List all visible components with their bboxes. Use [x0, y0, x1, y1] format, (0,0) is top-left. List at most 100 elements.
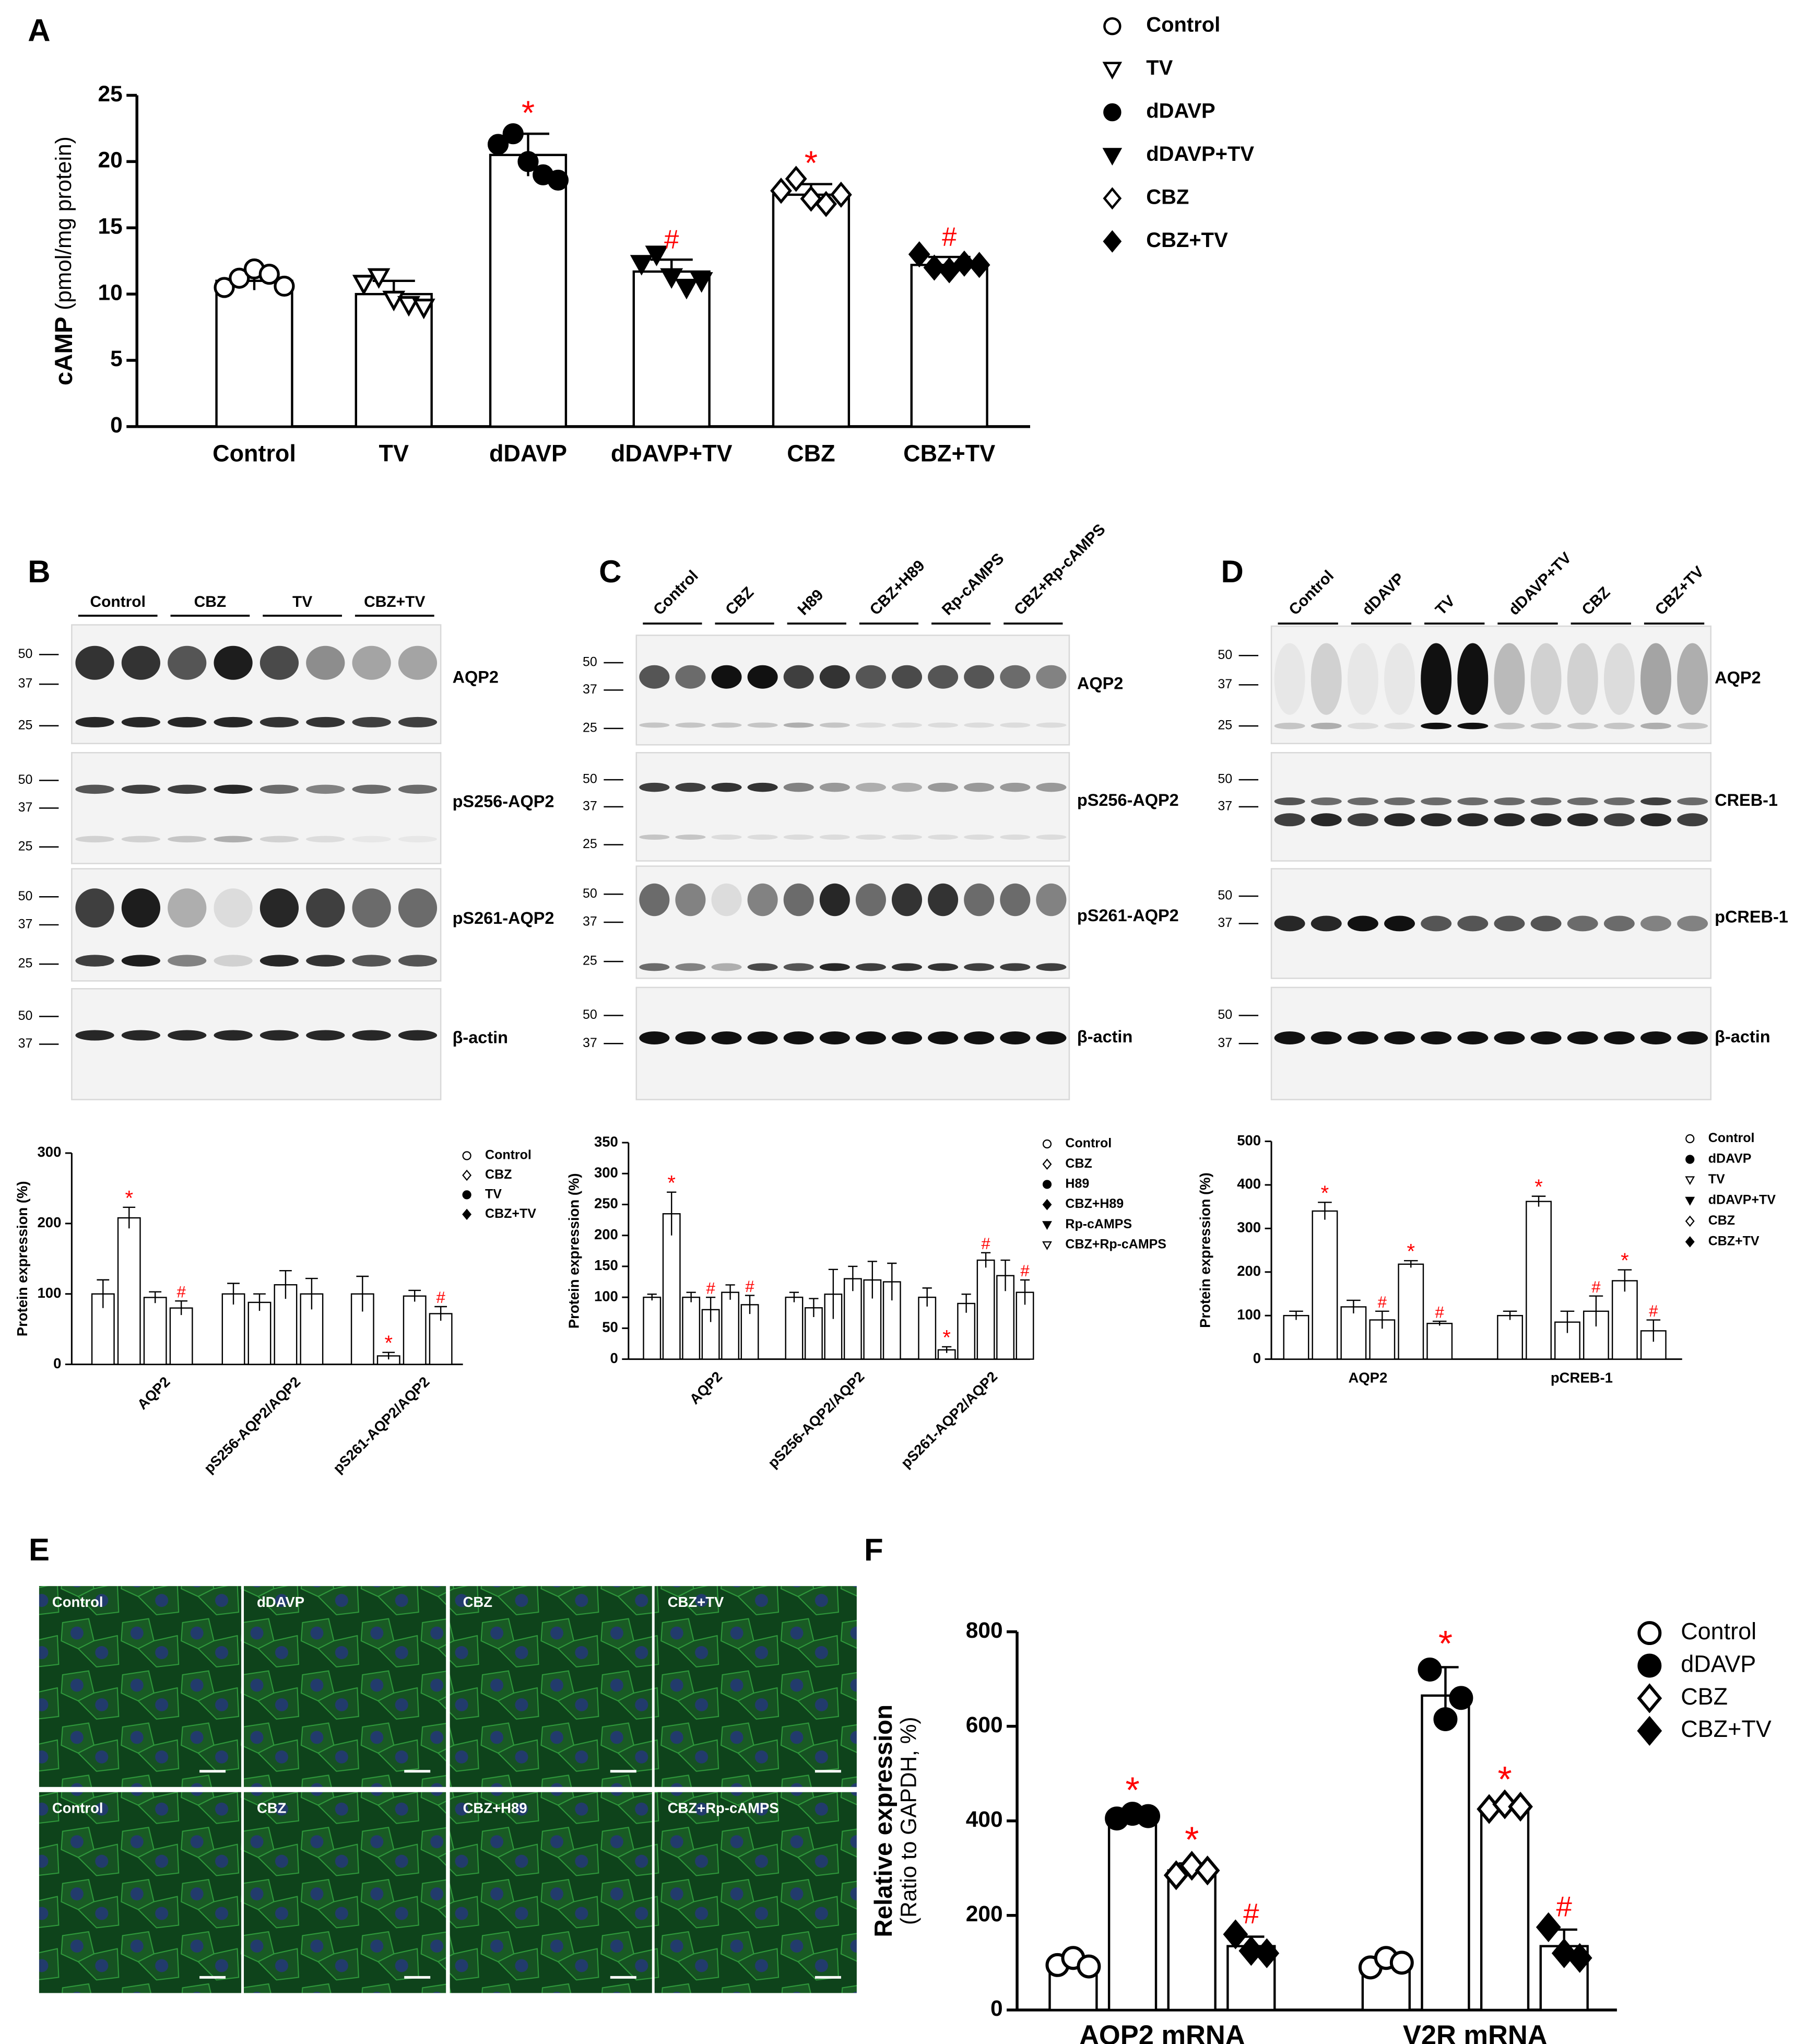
- micrograph: [244, 1792, 446, 1993]
- blot-band: [1311, 813, 1342, 827]
- blot-band: [1036, 834, 1067, 840]
- blot-band: [1384, 1031, 1415, 1044]
- bar: [1480, 1805, 1530, 2012]
- blot-band: [819, 782, 850, 792]
- significance-mark: *: [1321, 1182, 1329, 1205]
- blot-strip: [71, 988, 442, 1100]
- blot-band: [306, 716, 345, 727]
- blot-band: [168, 645, 207, 680]
- y-axis-label: Relative expression(Ratio to GAPDH, %): [869, 1705, 921, 1937]
- y-tick-label: 100: [1237, 1306, 1261, 1322]
- blot-band: [1036, 722, 1067, 728]
- bar: [918, 1296, 937, 1360]
- legend-label: CBZ+H89: [1065, 1196, 1124, 1211]
- bar: [632, 270, 711, 428]
- legend-marker: [1103, 103, 1122, 122]
- error-bar: [1403, 1260, 1418, 1268]
- blot-band: [1274, 722, 1305, 730]
- blot-band: [639, 963, 670, 971]
- data-point: [1551, 1938, 1577, 1968]
- blot-band: [928, 834, 959, 840]
- blot-band: [1421, 915, 1452, 932]
- micrograph: [654, 1792, 857, 1993]
- blot-band: [1274, 915, 1305, 932]
- blot-band: [1421, 813, 1452, 827]
- micrograph-shade: [39, 1792, 242, 1993]
- micrograph: [450, 1586, 652, 1787]
- blot-band: [352, 784, 391, 794]
- legend-label: CBZ: [1065, 1156, 1092, 1171]
- blot-band: [1000, 722, 1031, 728]
- y-tick-label: 0: [610, 1350, 618, 1366]
- blot-strip: [1270, 625, 1711, 745]
- legend-marker: [1042, 1221, 1052, 1230]
- error-bar: [1646, 1319, 1661, 1342]
- blot-label: β-actin: [1077, 1027, 1132, 1046]
- blot-band: [1421, 1031, 1452, 1044]
- blot-band: [1567, 1031, 1598, 1044]
- error-bar: [1318, 1202, 1332, 1220]
- error-bar: [279, 1270, 292, 1299]
- blot-band: [1640, 1031, 1671, 1044]
- blot-band: [1603, 643, 1635, 715]
- legend-label: Control: [485, 1148, 532, 1162]
- y-tick-label: 100: [594, 1288, 618, 1304]
- blot-strip: [635, 635, 1070, 746]
- error-bar: [1289, 1310, 1303, 1320]
- blot-band: [75, 716, 114, 727]
- legend-marker: [462, 1169, 472, 1181]
- x-tick-label: dDAVP: [489, 440, 567, 467]
- legend-label: CBZ: [1708, 1213, 1735, 1228]
- bar: [429, 1313, 453, 1365]
- significance-mark: #: [1649, 1302, 1658, 1320]
- error-bar: [1432, 1320, 1447, 1326]
- blot-strip: [635, 865, 1070, 979]
- legend-marker: [1637, 1621, 1662, 1646]
- micrograph-shade: [39, 1586, 242, 1787]
- error-bar: [828, 1268, 838, 1319]
- data-point: [1179, 1851, 1205, 1881]
- error-bar: [848, 1265, 858, 1291]
- bar: [1526, 1201, 1552, 1360]
- blot-band: [855, 722, 886, 728]
- legend-marker: [1637, 1653, 1662, 1678]
- data-point: [1508, 1791, 1533, 1822]
- mw-label: 50: [583, 772, 597, 786]
- blot-band: [1311, 797, 1342, 806]
- error-bar: [434, 1306, 447, 1321]
- blot-band: [855, 1031, 886, 1044]
- blot-band: [711, 1031, 742, 1044]
- legend-marker: [1637, 1716, 1662, 1746]
- y-tick-label: 400: [1237, 1176, 1261, 1192]
- blot-band: [1384, 797, 1415, 806]
- data-point: [397, 296, 420, 317]
- blot-band: [398, 836, 438, 843]
- blot-band: [783, 834, 814, 840]
- blot-band: [352, 1030, 391, 1041]
- blot-band: [711, 782, 742, 792]
- legend-marker: [462, 1151, 471, 1160]
- blot-band: [855, 883, 886, 917]
- blot-label: pS261-AQP2: [453, 909, 554, 927]
- y-tick-label: 250: [594, 1195, 618, 1212]
- blot-band: [1640, 643, 1671, 715]
- significance-mark: #: [664, 225, 679, 254]
- significance-mark: #: [1243, 1898, 1259, 1930]
- blot-band: [1457, 1031, 1489, 1044]
- significance-mark: #: [942, 222, 957, 252]
- mw-label: 25: [18, 956, 33, 971]
- blot-band: [891, 963, 923, 971]
- blot-band: [1036, 665, 1067, 689]
- error-bar: [1375, 1310, 1389, 1329]
- legend-marker: [1102, 148, 1123, 166]
- bar: [910, 264, 988, 428]
- blot-band: [1347, 797, 1378, 806]
- legend-marker: [1042, 1180, 1052, 1189]
- data-point: [1136, 1804, 1161, 1828]
- mw-label: 50: [1218, 888, 1232, 903]
- blot-band: [259, 784, 299, 794]
- y-tick-label: 300: [594, 1164, 618, 1180]
- y-tick-label: 20: [98, 148, 123, 172]
- blot-band: [891, 782, 923, 792]
